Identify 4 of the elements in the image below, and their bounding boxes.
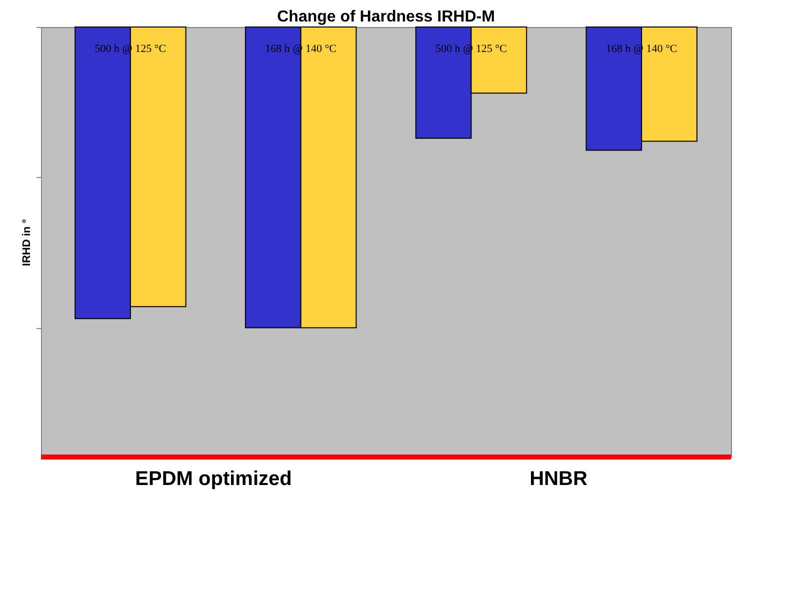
text: HNBR — [530, 468, 588, 490]
chart-title: Change of Hardness IRHD-M — [277, 8, 495, 26]
y-axis-title: IRHD in ° — [21, 218, 33, 266]
text: EPDM optimized — [135, 468, 292, 490]
